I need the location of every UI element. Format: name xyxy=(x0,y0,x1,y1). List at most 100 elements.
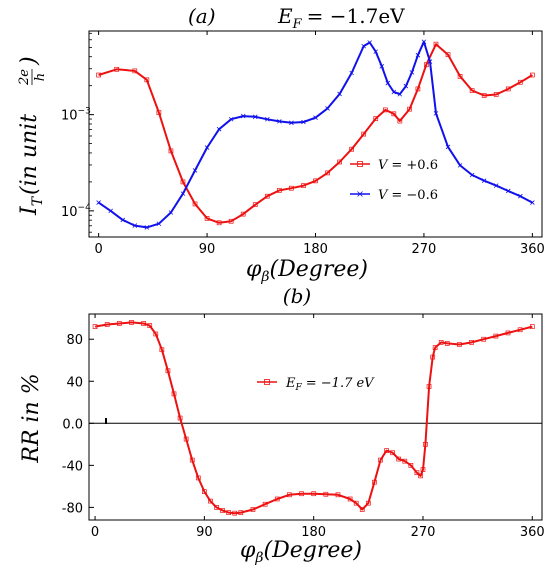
series-v-minus-point xyxy=(252,114,258,120)
panel-a-legend: V = +0.6 V = −0.6 xyxy=(350,158,438,203)
panel-b-frame xyxy=(88,313,543,521)
series-v-plus-point xyxy=(373,116,379,121)
panel-a-x-tick-label: 360 xyxy=(520,242,545,257)
panel-b-x-axis-label: φβ(Degree) xyxy=(240,538,362,566)
series-v-plus-point xyxy=(168,148,174,154)
series-v-plus-line xyxy=(98,43,533,224)
panel-a-y-tick-label: 10−4 xyxy=(61,203,91,220)
series-rr-point xyxy=(372,479,377,485)
series-rr-point xyxy=(396,456,402,462)
series-v-plus-point xyxy=(517,79,523,85)
series-rr-point xyxy=(414,470,420,476)
svg-text:h: h xyxy=(33,73,48,81)
series-v-plus-point xyxy=(397,118,403,124)
series-v-plus-point xyxy=(457,73,463,79)
series-v-minus-point xyxy=(530,200,535,205)
series-rr-point xyxy=(92,324,98,329)
panel-a-series xyxy=(96,39,535,230)
series-v-minus-point xyxy=(415,52,421,58)
series-rr-point xyxy=(517,327,523,333)
series-rr-point xyxy=(408,462,414,468)
series-v-minus-point xyxy=(433,111,439,116)
series-v-plus-point xyxy=(301,183,306,188)
series-v-plus-point xyxy=(156,110,162,115)
series-v-minus-point xyxy=(481,178,487,183)
series-v-minus-point xyxy=(367,40,372,45)
series-v-minus-point xyxy=(403,83,409,89)
series-v-plus-point xyxy=(361,131,367,137)
series-rr-point xyxy=(226,510,232,515)
panel-a-x-tick-label: 180 xyxy=(303,242,328,257)
series-v-minus-point xyxy=(240,113,246,119)
series-v-plus-point xyxy=(192,201,198,207)
panel-a-y-axis-label: IT(in unit 2e h ) xyxy=(17,56,48,216)
series-v-plus-point xyxy=(228,218,234,224)
series-rr-point xyxy=(505,330,511,336)
series-v-plus-point xyxy=(407,106,412,112)
series-v-minus-point xyxy=(337,91,342,97)
panel-b-ticks: 0 90 180 270 360 80 40 0.0 -40 -80 xyxy=(62,314,545,540)
series-v-minus-point xyxy=(349,70,354,76)
series-v-plus-point xyxy=(96,72,101,78)
series-rr-point xyxy=(390,450,395,456)
series-v-minus-point xyxy=(379,64,385,69)
series-rr-point xyxy=(153,331,159,337)
series-v-plus-point xyxy=(469,88,475,93)
series-v-plus-point xyxy=(132,68,138,74)
series-v-plus-point xyxy=(277,188,282,193)
series-rr-point xyxy=(426,384,432,389)
series-v-minus-point xyxy=(120,217,126,223)
series-v-plus-point xyxy=(289,185,294,191)
series-v-plus-point xyxy=(391,111,397,117)
series-v-minus-point xyxy=(289,120,294,126)
series-rr-point xyxy=(529,324,535,329)
panel-b-y-axis-label: RR in % xyxy=(19,373,44,463)
panel-b-y-tick-label: 0.0 xyxy=(62,417,83,432)
series-v-minus-point xyxy=(228,116,234,122)
series-rr-point xyxy=(220,508,225,513)
series-rr-point xyxy=(469,340,474,345)
series-rr-point xyxy=(208,498,213,504)
series-rr-point xyxy=(432,345,438,350)
series-rr-point xyxy=(353,500,359,506)
series-rr-point xyxy=(202,489,207,494)
panel-b: (b) 0 90 180 270 360 80 40 0.0 -40 -80 RR in % φβ… xyxy=(19,284,545,566)
series-v-minus-point xyxy=(505,188,511,194)
series-rr-point xyxy=(359,507,365,512)
panel-b-legend: EF = −1.7 eV xyxy=(257,376,375,393)
series-v-plus-point xyxy=(204,216,210,221)
series-rr-point xyxy=(141,321,147,326)
series-rr-point xyxy=(232,510,238,516)
series-v-minus-point xyxy=(144,225,150,230)
series-v-minus-point xyxy=(385,80,391,86)
panel-b-y-tick-label: 40 xyxy=(66,375,83,390)
panel-a-label: (a) xyxy=(188,4,216,28)
series-rr-point xyxy=(418,473,423,479)
series-v-plus-point xyxy=(349,146,354,152)
series-v-plus-point xyxy=(415,86,421,92)
series-rr-point xyxy=(481,336,487,342)
svg-text:2e: 2e xyxy=(17,69,32,86)
series-v-plus-point xyxy=(505,86,511,92)
series-v-minus-point xyxy=(265,116,270,122)
svg-text:EF= −1.7 eV: EF = −1.7 eV xyxy=(285,376,375,393)
series-rr-point xyxy=(423,441,428,447)
series-rr-point xyxy=(347,496,353,502)
series-v-minus-point xyxy=(457,163,463,168)
series-v-plus-point xyxy=(481,93,487,98)
series-rr-point xyxy=(262,501,268,507)
panel-a: (a) EF = −1.7eV 0 90 180 270 360 10−3 10−4 IT(i… xyxy=(17,4,545,285)
series-v-minus-line xyxy=(98,40,533,229)
series-v-minus-point xyxy=(391,89,397,95)
panel-a-ticks: 0 90 180 270 360 10−3 10−4 xyxy=(61,31,545,257)
series-rr-point xyxy=(384,448,389,453)
panel-a-x-tick-label: 0 xyxy=(94,242,102,257)
panel-b-series xyxy=(92,320,535,516)
panel-a-y-tick-label: 10−3 xyxy=(61,107,91,124)
series-v-minus-point xyxy=(361,43,366,49)
panel-a-title: EF = −1.7eV xyxy=(277,4,405,32)
series-v-minus-point xyxy=(373,49,379,54)
series-v-minus-point xyxy=(518,193,523,199)
series-v-minus-point xyxy=(216,126,222,132)
